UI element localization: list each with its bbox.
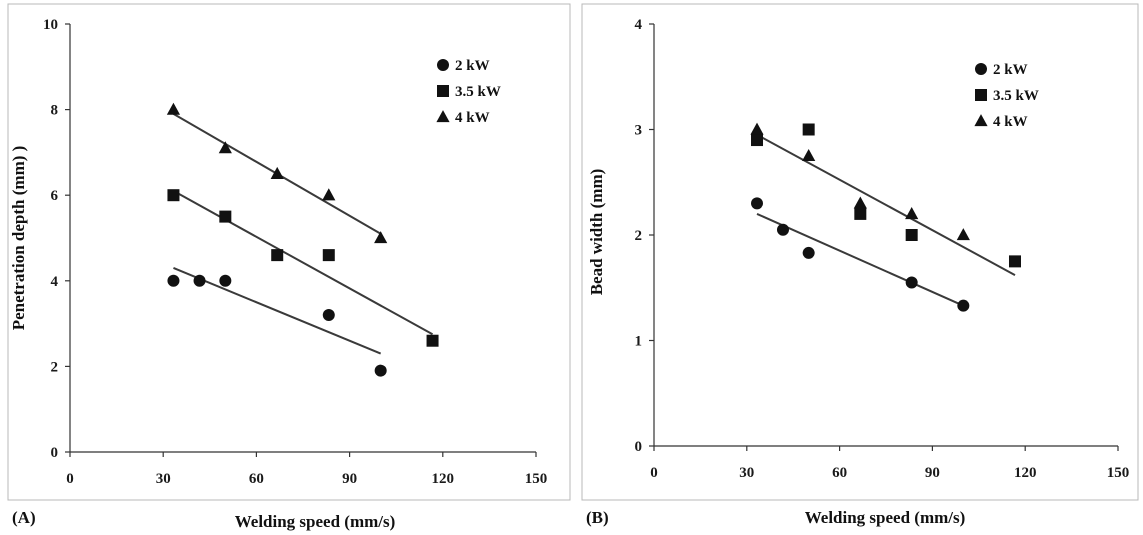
legend-label: 2 kW <box>993 62 1028 78</box>
y-tick-label: 2 <box>635 228 643 244</box>
legend-label: 2 kW <box>455 58 490 74</box>
chart-panel-a: 0 2 4 6 8 10 0 30 60 90 120 150 Penetration depth (m… <box>7 3 571 531</box>
y-tick-label: 3 <box>635 123 643 139</box>
data-point-circle <box>957 299 970 312</box>
data-point-square <box>1008 255 1021 268</box>
data-point-triangle <box>166 102 181 115</box>
y-tick-label: 6 <box>51 188 59 204</box>
x-tick-label: 0 <box>66 471 74 487</box>
x-tick-label: 120 <box>1014 465 1037 481</box>
data-point-square <box>854 207 867 220</box>
x-tick-label: 90 <box>925 465 940 481</box>
x-tick-label: 90 <box>342 471 357 487</box>
data-point-triangle <box>270 166 284 179</box>
y-tick-label: 8 <box>51 103 59 119</box>
legend-label: 4 kW <box>993 114 1028 130</box>
data-point-triangle <box>750 122 764 135</box>
data-point-triangle <box>956 228 970 241</box>
data-point-square <box>167 189 180 202</box>
y-tick-label: 2 <box>51 359 59 375</box>
data-point-triangle <box>322 188 336 201</box>
fit-line <box>173 267 382 355</box>
x-tick-label: 150 <box>1107 465 1130 481</box>
data-point-square <box>905 229 918 241</box>
y-tick-label: 1 <box>635 334 643 350</box>
legend-marker-square <box>437 85 449 97</box>
y-axis-label: Bead width (mm) <box>587 169 606 296</box>
data-point-circle <box>776 223 789 236</box>
x-tick-label: 0 <box>650 465 658 481</box>
data-point-square <box>751 134 764 147</box>
legend-marker-circle <box>437 59 449 71</box>
data-point-circle <box>802 246 815 259</box>
data-point-square <box>219 210 232 223</box>
data-point-circle <box>167 274 180 287</box>
x-tick-label: 30 <box>156 471 171 487</box>
panel-label: (A) <box>12 508 36 527</box>
panel-frame <box>581 3 1139 501</box>
y-tick-label: 0 <box>635 439 643 455</box>
fit-line <box>756 212 964 307</box>
panel-label: (B) <box>586 508 609 527</box>
data-point-square <box>426 334 439 347</box>
data-point-triangle <box>802 148 816 162</box>
y-tick-label: 4 <box>51 274 59 290</box>
legend-marker-square <box>975 89 987 101</box>
data-point-square <box>802 123 815 136</box>
y-tick-label: 4 <box>635 17 643 33</box>
legend-marker-triangle <box>974 114 988 127</box>
y-axis-label: Penetration depth (mm) ) <box>9 146 28 331</box>
x-tick-label: 120 <box>432 471 455 487</box>
x-axis-label: Welding speed (mm/s) <box>805 508 966 527</box>
legend-label: 4 kW <box>455 110 490 126</box>
x-axis-label: Welding speed (mm/s) <box>235 512 396 531</box>
legend-label: 3.5 kW <box>455 84 501 100</box>
legend-label: 3.5 kW <box>993 88 1039 104</box>
y-tick-label: 10 <box>43 17 58 33</box>
panel-frame <box>7 3 571 501</box>
x-tick-label: 60 <box>249 471 264 487</box>
data-point-triangle <box>218 141 232 154</box>
x-tick-label: 150 <box>525 471 548 487</box>
chart-panel-b: 0 1 2 3 4 0 30 60 90 120 150 Bead width (mm) Welding… <box>581 3 1139 527</box>
y-tick-label: 0 <box>51 445 59 461</box>
data-point-circle <box>905 276 918 289</box>
data-point-circle <box>322 309 335 322</box>
x-tick-label: 60 <box>832 465 847 481</box>
data-point-circle <box>751 197 764 210</box>
x-tick-label: 30 <box>739 465 754 481</box>
data-point-circle <box>219 274 232 287</box>
data-point-triangle <box>853 196 867 209</box>
data-point-circle <box>193 274 206 287</box>
data-point-triangle <box>374 231 388 244</box>
data-point-triangle <box>905 207 919 220</box>
data-point-circle <box>374 364 387 377</box>
fit-line <box>172 190 434 336</box>
legend-marker-circle <box>975 63 987 75</box>
data-point-square <box>271 249 284 262</box>
data-point-square <box>322 249 335 262</box>
legend-marker-triangle <box>436 110 450 123</box>
fit-line <box>756 133 1016 276</box>
